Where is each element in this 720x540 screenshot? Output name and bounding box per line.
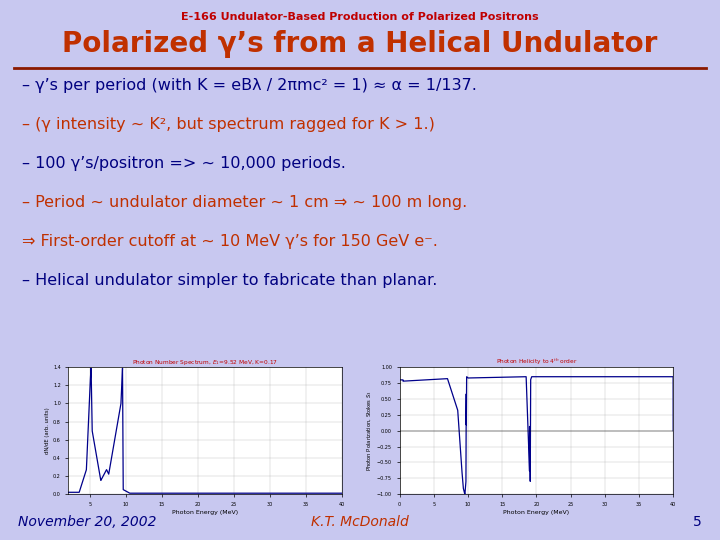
Text: K.T. McDonald: K.T. McDonald: [311, 515, 409, 529]
X-axis label: Photon Energy (MeV): Photon Energy (MeV): [172, 510, 238, 515]
Text: ⇒ First-order cutoff at ~ 10 MeV γ’s for 150 GeV e⁻.: ⇒ First-order cutoff at ~ 10 MeV γ’s for…: [22, 234, 438, 249]
Text: November 20, 2002: November 20, 2002: [18, 515, 156, 529]
Text: Polarized γ’s from a Helical Undulator: Polarized γ’s from a Helical Undulator: [63, 30, 657, 58]
Y-axis label: Photon Polarization, Stokes $S_3$: Photon Polarization, Stokes $S_3$: [365, 390, 374, 471]
Title: Photon Helicity to 4$^{th}$ order: Photon Helicity to 4$^{th}$ order: [495, 357, 577, 367]
Text: – Helical undulator simpler to fabricate than planar.: – Helical undulator simpler to fabricate…: [22, 273, 437, 288]
Text: – 100 γ’s/positron => ~ 10,000 periods.: – 100 γ’s/positron => ~ 10,000 periods.: [22, 156, 346, 171]
Title: Photon Number Spectrum, $E_1$=9.52 MeV, K=0.17: Photon Number Spectrum, $E_1$=9.52 MeV, …: [132, 358, 279, 367]
Text: – γ’s per period (with K = eBλ / 2πmc² = 1) ≈ α = 1/137.: – γ’s per period (with K = eBλ / 2πmc² =…: [22, 78, 477, 93]
X-axis label: Photon Energy (MeV): Photon Energy (MeV): [503, 510, 570, 515]
Text: – (γ intensity ~ K², but spectrum ragged for K > 1.): – (γ intensity ~ K², but spectrum ragged…: [22, 117, 434, 132]
Text: 5: 5: [693, 515, 702, 529]
Text: – Period ~ undulator diameter ~ 1 cm ⇒ ~ 100 m long.: – Period ~ undulator diameter ~ 1 cm ⇒ ~…: [22, 195, 467, 210]
Text: E-166 Undulator-Based Production of Polarized Positrons: E-166 Undulator-Based Production of Pola…: [181, 12, 539, 22]
Y-axis label: dN/dE (arb. units): dN/dE (arb. units): [45, 407, 50, 454]
